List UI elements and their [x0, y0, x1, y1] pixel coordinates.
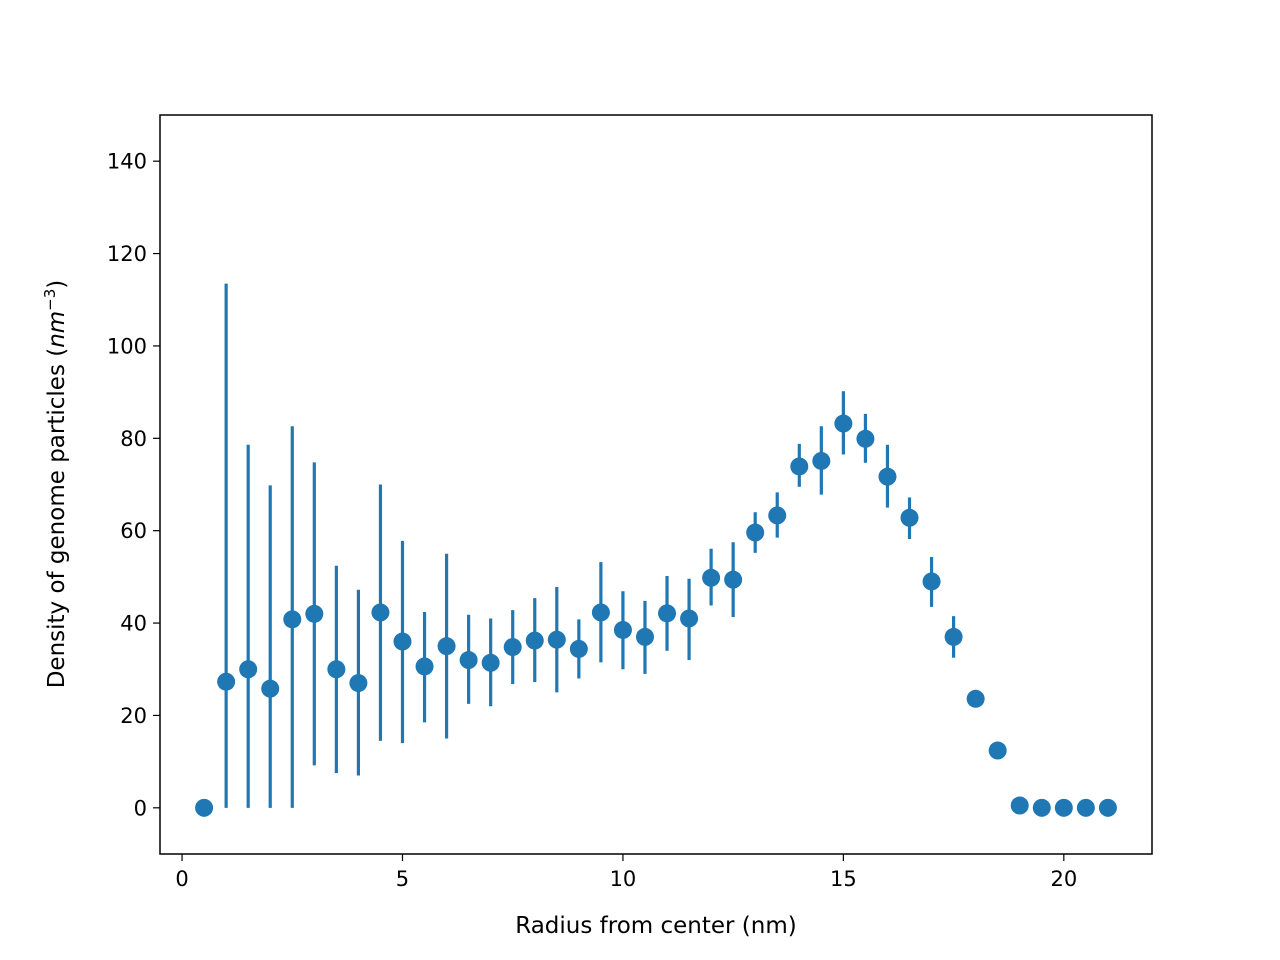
data-point — [261, 679, 280, 698]
y-tick-label: 100 — [107, 334, 147, 358]
data-point — [283, 610, 302, 629]
data-point — [790, 457, 809, 476]
data-points — [195, 414, 1117, 817]
y-tick-label: 80 — [120, 427, 147, 451]
y-tick-label: 0 — [134, 796, 147, 820]
y-axis-label: Density of genome particles (nm−3) — [41, 280, 70, 689]
data-point — [459, 651, 478, 670]
data-point — [900, 508, 919, 527]
plot-frame — [159, 114, 1153, 855]
data-point — [944, 627, 963, 646]
x-tick-label: 10 — [610, 867, 637, 891]
data-point — [724, 570, 743, 589]
x-tick-label: 5 — [396, 867, 409, 891]
data-point — [591, 603, 610, 622]
data-point — [613, 620, 632, 639]
data-point — [702, 568, 721, 587]
data-point — [349, 674, 368, 693]
data-point — [768, 506, 787, 525]
data-point — [195, 798, 214, 817]
y-axis-label-unit: nm — [44, 311, 70, 348]
y-tick-label: 120 — [107, 242, 147, 266]
data-point — [988, 741, 1007, 760]
error-bars — [224, 283, 1000, 808]
data-point — [437, 637, 456, 656]
data-point — [393, 632, 412, 651]
data-point — [327, 660, 346, 679]
y-axis-label-close: ) — [44, 280, 70, 289]
y-tick-label: 20 — [120, 704, 147, 728]
data-point — [834, 414, 853, 433]
data-point — [1032, 798, 1051, 817]
y-axis-label-main: Density of genome particles ( — [44, 348, 70, 689]
data-point — [525, 631, 544, 650]
data-point — [746, 523, 765, 542]
x-tick-label: 20 — [1050, 867, 1077, 891]
data-point — [1010, 796, 1029, 815]
data-point — [239, 660, 258, 679]
y-tick-label: 60 — [120, 519, 147, 543]
data-point — [1098, 798, 1117, 817]
data-point — [812, 451, 831, 470]
axis-ticks: 0 5 10 15 20 0 20 40 60 80 100 120 140 — [107, 150, 1077, 891]
x-tick-label: 15 — [830, 867, 857, 891]
data-point — [856, 429, 875, 448]
y-tick-label: 140 — [107, 150, 147, 174]
data-point — [922, 572, 941, 591]
data-point — [415, 657, 434, 676]
y-tick-label: 40 — [120, 612, 147, 636]
data-point — [878, 467, 897, 486]
data-point — [371, 603, 390, 622]
data-point — [305, 604, 324, 623]
data-point — [680, 609, 699, 628]
y-axis-label-exponent: −3 — [41, 289, 59, 311]
data-point — [1054, 798, 1073, 817]
data-point — [481, 653, 500, 672]
data-point — [217, 672, 236, 691]
data-point — [547, 630, 566, 649]
data-point — [658, 604, 677, 623]
x-tick-label: 0 — [175, 867, 188, 891]
x-axis-label: Radius from center (nm) — [515, 913, 797, 939]
data-point — [1076, 798, 1095, 817]
data-point — [635, 627, 654, 646]
data-point — [569, 639, 588, 658]
data-point — [966, 689, 985, 708]
data-point — [503, 638, 522, 657]
